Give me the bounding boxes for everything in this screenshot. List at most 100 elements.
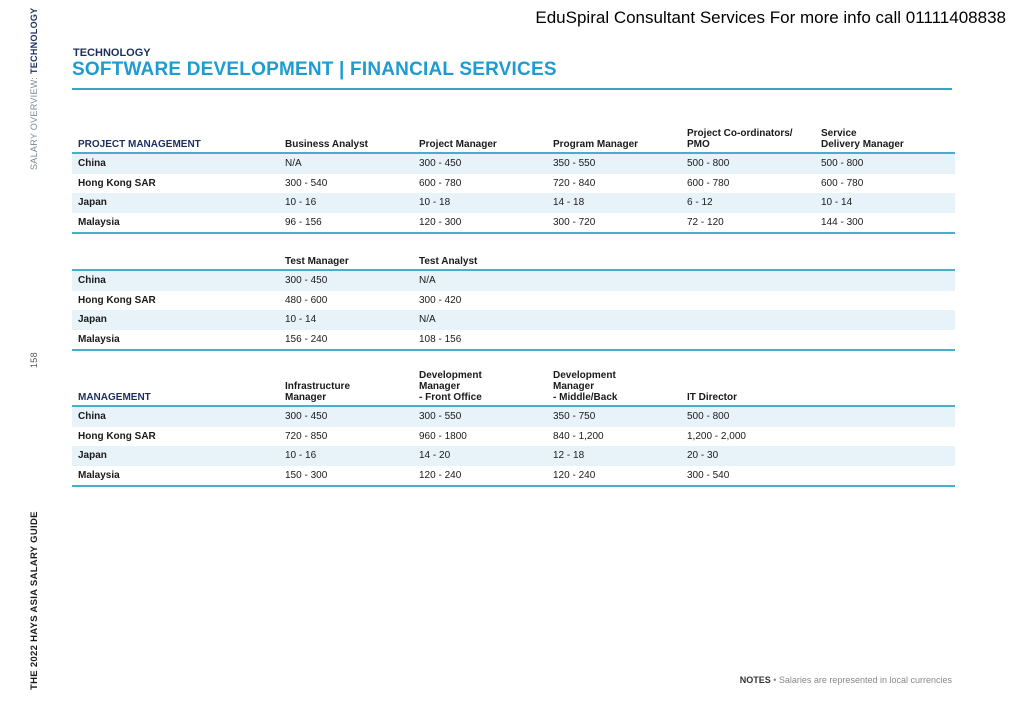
salary-cell: [687, 270, 821, 291]
salary-cell: [553, 330, 687, 351]
country-cell: China: [78, 275, 106, 286]
table-header-row: Test Manager Test Analyst: [72, 256, 955, 270]
table-row: China 300 - 450 N/A: [72, 270, 955, 291]
salary-cell: 96 - 156: [285, 216, 322, 228]
salary-cell: 480 - 600: [285, 294, 328, 306]
salary-cell: 600 - 780: [419, 177, 462, 189]
salary-cell: 120 - 300: [419, 216, 462, 228]
salary-cell: 960 - 1800: [419, 430, 467, 442]
salary-table-management: MANAGEMENT Infrastructure Manager Developme…: [72, 370, 955, 487]
table-row: Japan 10 - 16 10 - 18 14 - 18 6 - 12 10 - 14: [72, 193, 955, 213]
table-row: Hong Kong SAR 480 - 600 300 - 420: [72, 291, 955, 311]
salary-cell: N/A: [419, 314, 436, 325]
column-header: Test Analyst: [419, 256, 478, 267]
country-cell: Malaysia: [78, 216, 120, 228]
page-title: SOFTWARE DEVELOPMENT | FINANCIAL SERVICE…: [72, 59, 557, 80]
salary-cell: 720 - 850: [285, 430, 328, 442]
salary-cell: 300 - 550: [419, 411, 462, 422]
salary-cell: 10 - 16: [285, 450, 317, 461]
salary-cell: [553, 310, 687, 330]
salary-cell: [821, 270, 955, 291]
column-header: Project Manager: [419, 139, 497, 150]
salary-cell: 300 - 540: [687, 469, 730, 481]
salary-cell: 720 - 840: [553, 177, 596, 189]
salary-cell: [687, 330, 821, 351]
column-header: Development Manager - Middle/Back: [553, 370, 618, 403]
salary-cell: 600 - 780: [821, 177, 864, 189]
section-heading: [72, 256, 285, 270]
column-header: Infrastructure Manager: [285, 381, 351, 403]
table-row: China 300 - 450 300 - 550 350 - 750 500 - 80…: [72, 406, 955, 427]
title-divider: [72, 88, 952, 90]
column-header: Test Manager: [285, 256, 349, 267]
table-row: Malaysia 156 - 240 108 - 156: [72, 330, 955, 351]
column-header: [553, 256, 687, 270]
column-header: [821, 370, 955, 406]
salary-cell: [553, 291, 687, 311]
table-row: Malaysia 150 - 300 120 - 240 120 - 240 300 -…: [72, 466, 955, 487]
notes: NOTES • Salaries are represented in loca…: [739, 675, 952, 685]
salary-cell: 500 - 800: [687, 158, 730, 169]
salary-cell: 600 - 780: [687, 177, 730, 189]
country-cell: Malaysia: [78, 469, 120, 481]
table-row: Japan 10 - 14 N/A: [72, 310, 955, 330]
column-header: Business Analyst: [285, 139, 368, 150]
country-cell: China: [78, 158, 106, 169]
salary-cell: 14 - 20: [419, 450, 451, 461]
salary-cell: 300 - 720: [553, 216, 596, 228]
salary-cell: 10 - 18: [419, 197, 451, 208]
salary-cell: 500 - 800: [687, 411, 730, 422]
column-header: Development Manager - Front Office: [419, 370, 482, 403]
country-cell: Japan: [78, 197, 107, 208]
salary-cell: 500 - 800: [821, 158, 864, 169]
salary-cell: [821, 466, 955, 487]
salary-cell: [553, 270, 687, 291]
salary-cell: N/A: [285, 158, 302, 169]
salary-cell: 300 - 450: [285, 275, 328, 286]
salary-cell: 1,200 - 2,000: [687, 430, 746, 442]
salary-cell: 108 - 156: [419, 333, 462, 345]
salary-cell: 300 - 450: [285, 411, 328, 422]
salary-cell: 840 - 1,200: [553, 430, 604, 442]
salary-cell: [821, 446, 955, 466]
country-cell: Malaysia: [78, 333, 120, 345]
column-header: Project Co-ordinators/PMO: [687, 128, 793, 150]
salary-cell: 10 - 14: [285, 314, 317, 325]
salary-cell: 10 - 14: [821, 197, 853, 208]
table-row: Hong Kong SAR 720 - 850 960 - 1800 840 - 1,…: [72, 427, 955, 447]
salary-cell: 72 - 120: [687, 216, 724, 228]
section-heading: PROJECT MANAGEMENT: [78, 139, 201, 150]
table-row: Hong Kong SAR 300 - 540 600 - 780 720 - 840…: [72, 174, 955, 194]
page-kicker: TECHNOLOGY: [73, 47, 151, 59]
guide-title: THE 2022 HAYS ASIA SALARY GUIDE: [29, 511, 40, 690]
salary-table-testing: Test Manager Test Analyst China 300 - 450 N/…: [72, 256, 955, 351]
watermark-text: EduSpiral Consultant Services For more i…: [535, 8, 1006, 27]
salary-cell: 10 - 16: [285, 197, 317, 208]
salary-cell: 350 - 750: [553, 411, 596, 422]
table-row: Japan 10 - 16 14 - 20 12 - 18 20 - 30: [72, 446, 955, 466]
salary-cell: [821, 291, 955, 311]
salary-cell: 150 - 300: [285, 469, 328, 481]
column-header: [821, 256, 955, 270]
country-cell: China: [78, 411, 106, 422]
section-heading: MANAGEMENT: [78, 392, 151, 403]
column-header: [687, 256, 821, 270]
table-header-row: PROJECT MANAGEMENT Business Analyst Projec…: [72, 128, 955, 153]
salary-cell: [687, 291, 821, 311]
salary-cell: 156 - 240: [285, 333, 328, 345]
salary-cell: N/A: [419, 275, 436, 286]
salary-cell: [821, 330, 955, 351]
column-header: IT Director: [687, 392, 738, 403]
country-cell: Hong Kong SAR: [78, 294, 156, 306]
column-header: Program Manager: [553, 139, 639, 150]
salary-cell: [821, 427, 955, 447]
page-number: 158: [29, 352, 39, 368]
salary-cell: 300 - 540: [285, 177, 328, 189]
salary-cell: [687, 310, 821, 330]
salary-cell: 14 - 18: [553, 197, 585, 208]
salary-cell: [821, 310, 955, 330]
country-cell: Hong Kong SAR: [78, 177, 156, 189]
column-header: Service Delivery Manager: [821, 128, 904, 150]
country-cell: Japan: [78, 314, 107, 325]
salary-table-project-management: PROJECT MANAGEMENT Business Analyst Projec…: [72, 128, 955, 234]
